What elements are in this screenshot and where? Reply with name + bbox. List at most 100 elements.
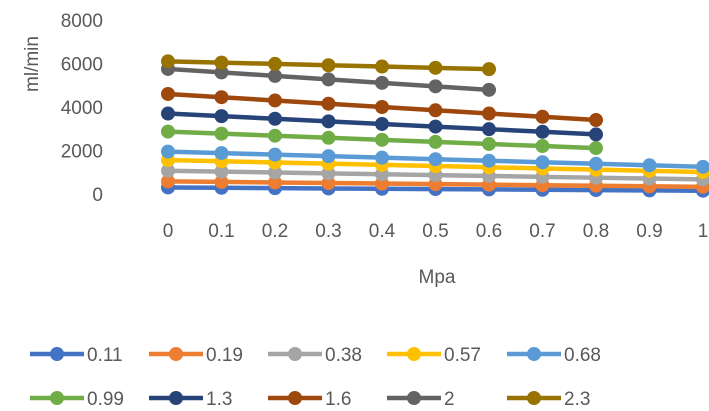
legend-marker [50,391,64,405]
legend-item: 0.38 [268,345,362,366]
data-point [321,166,336,181]
y-axis-title: ml/min [22,36,43,92]
y-tick-label: 4000 [61,98,103,119]
data-point [268,56,282,71]
x-tick-label: 0.6 [476,221,502,242]
data-point [482,106,496,121]
data-point [589,156,603,171]
data-point [482,82,496,97]
legend-marker [169,391,183,405]
data-point [428,134,443,149]
data-point [321,149,336,164]
legend-marker [169,347,183,361]
data-point [535,139,550,154]
x-tick-label: 0.9 [636,221,662,242]
y-tick-label: 0 [92,185,103,206]
series-group [161,54,709,198]
data-point [589,141,603,156]
legend-label: 0.99 [87,389,124,410]
legend-marker [288,391,302,405]
data-point [161,86,175,101]
data-point [268,165,282,180]
legend-marker [407,347,421,361]
data-point [375,59,389,74]
data-point [321,72,336,87]
legend-marker [407,391,421,405]
data-point [482,136,496,151]
data-point [214,65,229,80]
legend-label: 0.11 [87,345,123,366]
legend-label: 0.19 [206,345,243,366]
data-point [375,75,389,90]
data-point [428,119,443,134]
series-0-99 [161,124,603,156]
y-axis-ticks: 0 2000 4000 6000 8000 [61,11,103,206]
x-tick-label: 0.2 [262,221,288,242]
data-point [321,130,336,145]
series-1-3 [161,106,603,142]
x-tick-label: 0.3 [315,221,341,242]
x-tick-label: 0.1 [208,221,234,242]
legend-marker [288,347,302,361]
x-tick-label: 0.5 [422,221,448,242]
data-point [375,116,389,131]
legend-label: 2.3 [564,389,590,410]
series-0-68 [161,144,709,174]
data-point [321,58,336,73]
data-point [428,103,443,118]
x-tick-label: 0.4 [369,221,396,242]
legend-label: 0.57 [444,345,481,366]
x-tick-label: 0.7 [529,221,555,242]
legend-item: 0.57 [387,345,481,366]
legend-item: 1.6 [268,389,351,410]
data-point [214,109,229,124]
data-point [321,114,336,129]
data-point [214,164,229,179]
legend: 0.11 0.19 0.38 0.57 0.68 0.99 1.3 1.6 2 2.3 [30,345,601,410]
data-point [428,79,443,94]
y-tick-label: 6000 [61,55,103,76]
data-point [214,55,229,70]
legend-marker [527,347,541,361]
legend-marker [527,391,541,405]
x-axis-ticks: 0 0.1 0.2 0.3 0.4 0.5 0.6 0.7 0.8 0.9 1 [163,221,709,242]
legend-item: 2 [387,389,455,410]
data-point [214,90,229,105]
data-point [642,158,657,173]
x-tick-label: 1 [698,221,709,242]
legend-label: 1.6 [325,389,351,410]
data-point [268,111,282,126]
data-point [589,113,603,128]
data-point [268,175,282,190]
x-tick-label: 0 [163,221,174,242]
legend-item: 2.3 [507,389,590,410]
x-axis-title: Mpa [419,267,456,288]
data-point [321,96,336,111]
data-point [428,60,443,75]
data-point [268,147,282,162]
data-point [482,62,496,77]
legend-item: 1.3 [149,389,232,410]
data-point [161,106,175,121]
data-point [161,174,175,189]
data-point [161,144,175,159]
data-point [214,146,229,161]
data-point [482,122,496,137]
legend-label: 1.3 [206,389,232,410]
data-point [268,93,282,108]
data-point [375,132,389,147]
y-tick-label: 8000 [61,11,103,32]
legend-item: 0.11 [30,345,123,366]
data-point [268,68,282,83]
legend-item: 0.68 [507,345,601,366]
data-point [535,109,550,124]
y-tick-label: 2000 [61,142,103,163]
legend-item: 0.19 [149,345,243,366]
data-point [161,163,175,178]
legend-label: 0.68 [564,345,601,366]
data-point [161,124,175,139]
data-point [696,159,709,174]
legend-label: 2 [444,389,455,410]
data-point [535,155,550,170]
